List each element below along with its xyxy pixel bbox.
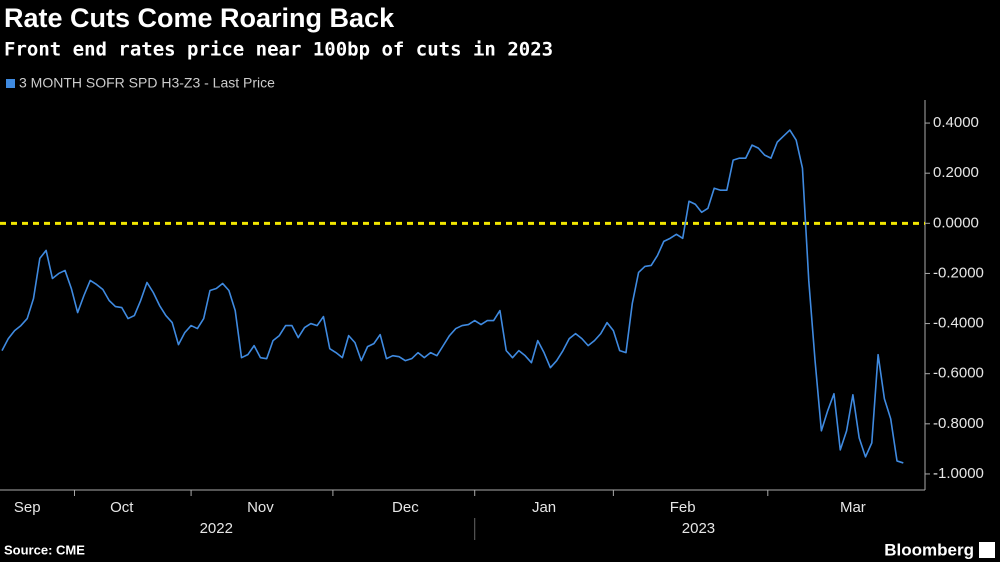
brand: Bloomberg xyxy=(884,540,974,559)
x-tick-label: Feb xyxy=(670,499,696,516)
legend-label: 3 MONTH SOFR SPD H3-Z3 - Last Price xyxy=(19,75,275,91)
chart-subtitle: Front end rates price near 100bp of cuts… xyxy=(4,39,553,61)
y-tick-label: 0.4000 xyxy=(933,114,979,131)
x-tick-label: Mar xyxy=(840,499,866,516)
source: Source: CME xyxy=(4,542,85,557)
y-tick-label: -0.6000 xyxy=(933,365,984,382)
y-tick-label: -0.8000 xyxy=(933,415,984,432)
y-tick-label: 0.0000 xyxy=(933,214,979,231)
x-tick-label: Jan xyxy=(532,499,556,516)
y-tick-label: -1.0000 xyxy=(933,465,984,482)
y-tick-label: 0.2000 xyxy=(933,164,979,181)
chart-title: Rate Cuts Come Roaring Back xyxy=(4,3,395,33)
year-label: 2022 xyxy=(200,520,233,537)
x-tick-label: Oct xyxy=(110,499,134,516)
x-tick-label: Nov xyxy=(247,499,274,516)
y-tick-label: -0.4000 xyxy=(933,315,984,332)
brand-icon xyxy=(979,542,995,558)
y-tick-label: -0.2000 xyxy=(933,264,984,281)
x-tick-label: Dec xyxy=(392,499,419,516)
series-line xyxy=(1,129,904,464)
year-label: 2023 xyxy=(682,520,715,537)
x-tick-label: Sep xyxy=(14,499,41,516)
legend-swatch xyxy=(6,79,15,88)
